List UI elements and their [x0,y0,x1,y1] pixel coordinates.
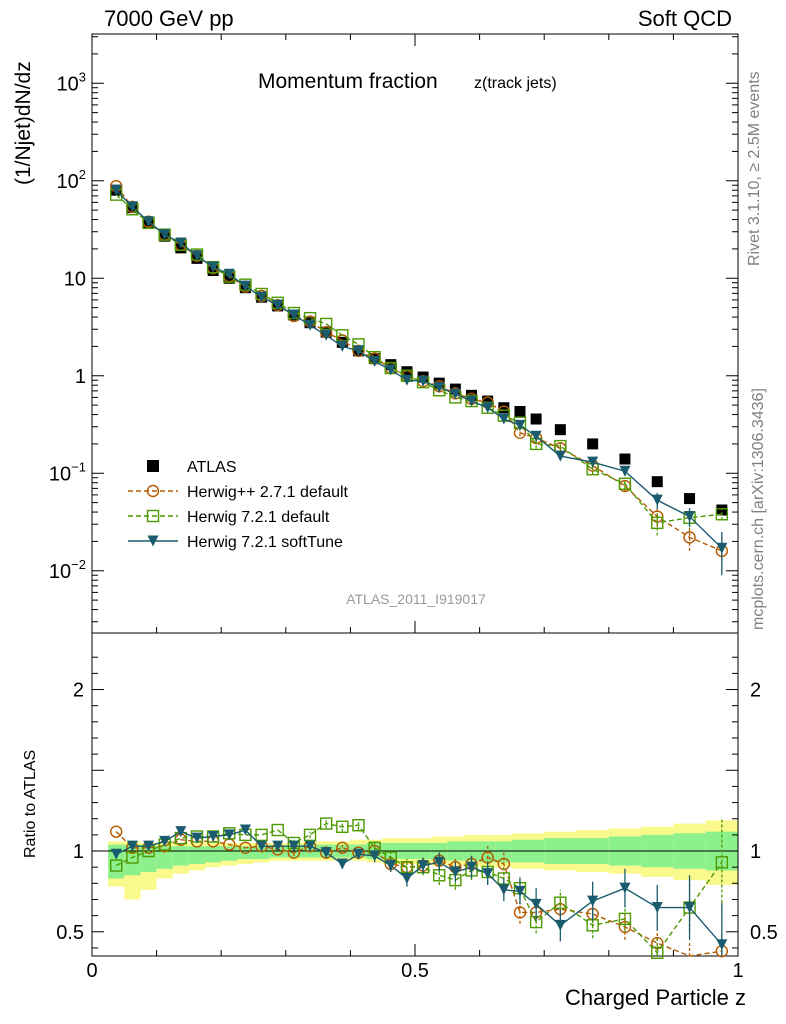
data-point [126,851,139,864]
x-tick-label: 0.5 [401,960,429,982]
ratio-plot-series [110,817,729,959]
data-point [110,859,123,872]
series-herwig-2-7-1-default [110,825,729,958]
legend: ATLAS Herwig++ 2.7.1 default Herwig 7.2.1 … [128,459,349,551]
data-point [715,856,729,869]
data-point [587,438,599,450]
series-herwig-7-2-1-softtune [110,184,728,576]
x-axis-label: Charged Particle z [565,985,746,1010]
legend-label: Herwig 7.2.1 default [187,509,330,526]
ratio-y-tick-label-right: 1 [750,841,761,863]
main-plot-series [110,179,729,576]
ratio-y-tick-label: 1 [73,841,84,863]
legend-label: Herwig++ 2.7.1 default [187,484,349,501]
data-point [303,828,317,842]
y-tick-label: 10−1 [49,459,86,485]
series-line [115,189,723,549]
process-label: Soft QCD [637,6,732,31]
inner-band-bin [269,846,286,858]
data-point [554,896,567,909]
data-point [651,946,664,959]
beam-label: 7000 GeV pp [104,6,234,31]
x-tick-label: 0 [86,960,97,982]
plot-title-sub: z(track jets) [474,75,557,92]
data-point [239,841,252,854]
data-point [352,818,365,832]
data-point [147,460,159,472]
data-point [498,402,510,414]
data-point [514,405,526,417]
ratio-y-tick-label: 0.5 [56,922,84,944]
data-point [482,395,494,407]
data-point [619,453,631,465]
data-point [530,413,542,425]
ratio-plot-border [91,632,739,957]
data-point [684,493,696,505]
inner-band-bin [495,841,512,863]
data-point [147,535,159,547]
main-plot-text: Momentum fraction z(track jets) ATLAS_20… [258,70,557,607]
y-tick-label: 103 [57,69,86,95]
data-point [651,516,664,530]
y-tick-label: 10−2 [49,557,86,583]
data-point [319,317,333,331]
data-point [554,424,566,436]
y-tick-label: 102 [57,167,86,193]
data-point [618,912,632,926]
inner-band-bin [205,846,222,863]
inner-band-bin [221,846,238,861]
legend-label: ATLAS [187,459,237,476]
series-line [115,822,723,954]
inner-band-bin [172,846,189,866]
inner-band-bin [188,846,206,864]
data-point [271,823,284,837]
series-line [115,829,723,946]
data-point [336,841,349,854]
inner-band-bin [285,846,302,858]
data-point [683,531,696,544]
inner-band-bin [140,846,157,873]
data-point [146,509,160,523]
ratio-y-tick-label: 2 [73,680,84,702]
ratio-y-tick-label-right: 2 [750,680,761,702]
data-point [618,477,632,490]
inner-band-bin [108,844,125,879]
x-tick-label: 1 [732,960,743,982]
inner-band-bin [156,846,173,869]
data-point [146,484,160,498]
plot-title: Momentum fraction [258,70,438,93]
data-point [319,817,333,830]
data-point [401,366,413,378]
data-point [110,825,123,838]
ratio-plot-frame: 2 21 10.5 0.50 0.5 1 [56,632,778,982]
data-point [651,476,663,488]
data-point [336,329,349,342]
y-tick-label: 1 [75,366,86,388]
data-point [715,508,729,521]
analysis-id: ATLAS_2011_I919017 [346,591,486,607]
y-tick-label: 10 [64,268,86,290]
ratio-y-tick-label-right: 0.5 [750,922,778,944]
legend-label: Herwig 7.2.1 softTune [187,534,343,551]
series-herwig-7-2-1-softtune [110,824,728,956]
